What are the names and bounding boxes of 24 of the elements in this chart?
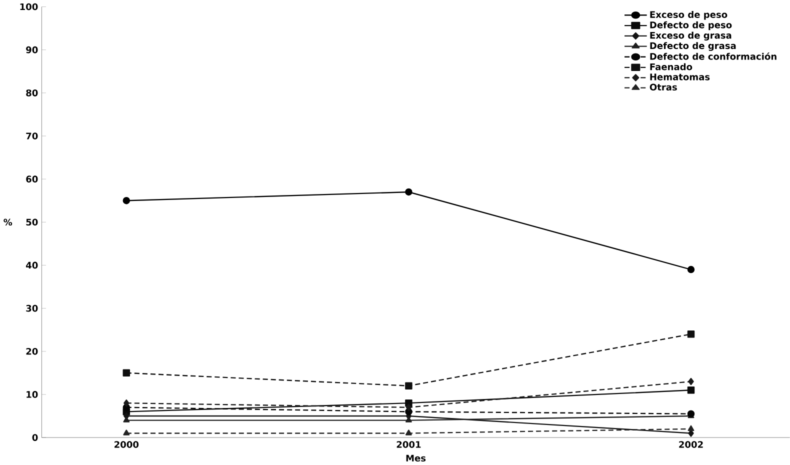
y-axis-title: % <box>4 218 12 226</box>
x-tick-label: 2001 <box>396 441 421 448</box>
x-axis-title: Mes <box>406 454 426 462</box>
y-tick-label: 90 <box>26 46 38 54</box>
y-tick-label: 40 <box>26 262 38 269</box>
legend-label: Defecto de grasa <box>650 42 736 51</box>
y-tick-label: 100 <box>20 3 38 10</box>
y-tick-label: 10 <box>26 391 38 398</box>
y-tick-label: 20 <box>26 348 38 355</box>
y-tick-label: 80 <box>26 90 38 96</box>
legend-label: Exceso de peso <box>650 11 728 20</box>
legend-label: Faenado <box>650 63 692 70</box>
x-tick-label: 2002 <box>679 441 703 448</box>
y-tick-label: 0 <box>32 434 38 442</box>
legend-label: Hematomas <box>650 74 710 80</box>
legend-label: Defecto de peso <box>650 21 732 30</box>
x-tick-label: 2000 <box>114 441 139 448</box>
legend-label: Exceso de grasa <box>650 32 732 41</box>
legend-label: Defecto de conformación <box>650 52 776 60</box>
y-tick-label: 70 <box>26 132 38 140</box>
y-tick-label: 60 <box>26 176 38 183</box>
y-tick-label: 50 <box>26 218 38 226</box>
y-tick-label: 30 <box>26 304 38 312</box>
legend-label: Otras <box>650 84 677 91</box>
